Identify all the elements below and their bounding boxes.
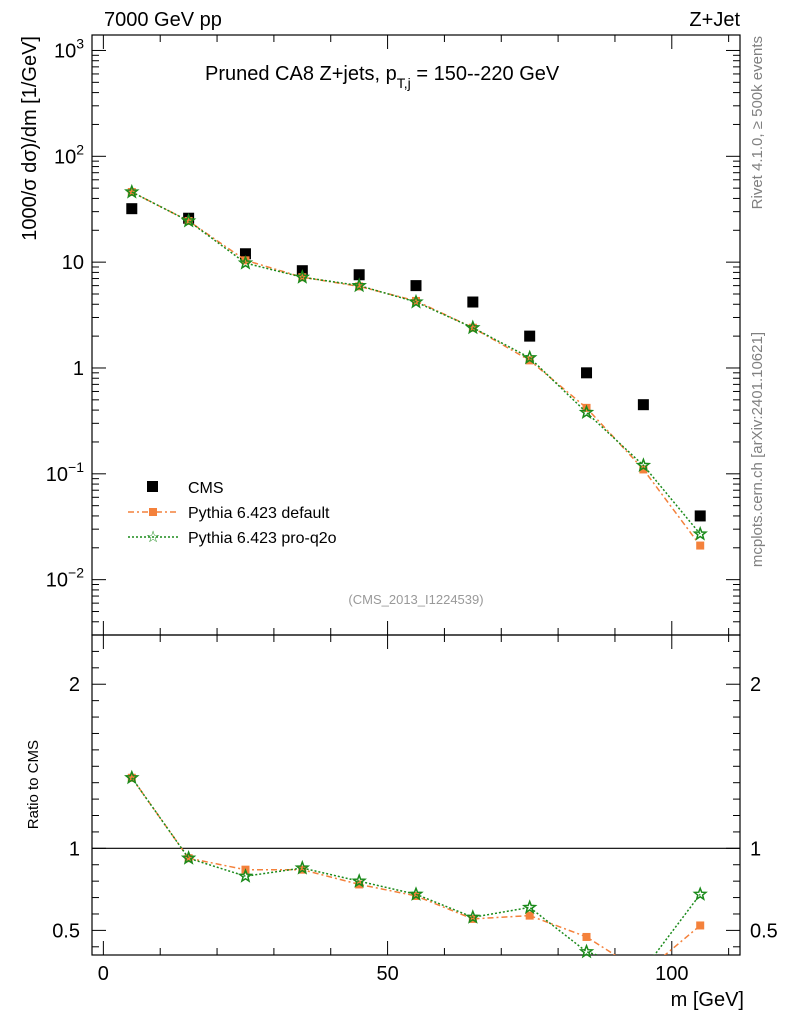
- ratio-pythia-default-point: [468, 914, 477, 923]
- cms-data-point: [694, 510, 706, 522]
- main-y-tick-label: 103: [54, 35, 84, 62]
- pythia-pro-q2o-line: [131, 191, 701, 535]
- cms-data-point: [126, 203, 138, 215]
- ratio-pythia-default-point: [696, 921, 705, 930]
- cms-data-point: [353, 269, 365, 281]
- main-y-axis-label: 1000/σ dσ)/dm [1/GeV]: [19, 36, 41, 241]
- ratio-pythia-pro-q2o-point: [351, 873, 367, 888]
- pythia-default-point: [184, 216, 193, 225]
- pythia-default-point: [639, 465, 648, 474]
- ratio-pythia-pro-q2o-point: [294, 859, 311, 875]
- legend-marker-cms: [147, 481, 158, 492]
- legend-label-cms: CMS: [188, 480, 224, 497]
- cms-data-point: [637, 399, 649, 411]
- legend: CMS Pythia 6.423 default ☆ Pythia 6.423 …: [128, 480, 337, 547]
- legend-label-pythia-pro-q2o: Pythia 6.423 pro-q2o: [188, 530, 337, 547]
- ratio-pythia-default-point: [184, 854, 193, 863]
- x-tick-label: 100: [655, 963, 688, 985]
- rivet-version-label: Rivet 4.1.0, ≥ 500k events: [749, 36, 766, 209]
- pythia-pro-q2o-point: [578, 404, 595, 420]
- pythia-default-point: [127, 187, 136, 196]
- legend-marker-pythia-default: [149, 508, 157, 516]
- pythia-pro-q2o-point: [294, 269, 311, 284]
- pythia-pro-q2o-point: [408, 293, 424, 309]
- cms-data-point: [524, 330, 536, 342]
- header-left: 7000 GeV pp: [104, 9, 222, 31]
- ratio-pythia-default-line: [131, 777, 701, 955]
- ratio-y-tick-label-right: 2: [750, 674, 761, 696]
- pythia-pro-q2o-point: [692, 525, 708, 541]
- ratio-pythia-pro-q2o-line: [131, 777, 701, 955]
- pythia-pro-q2o-point: [465, 319, 481, 335]
- pythia-default-point: [696, 541, 705, 550]
- x-axis-label: m [GeV]: [671, 989, 744, 1011]
- x-axis-ticks: 0 50 100: [98, 35, 730, 985]
- ratio-y-tick-label: 2: [69, 674, 80, 696]
- pythia-pro-q2o-point: [180, 212, 197, 228]
- pythia-pro-q2o-point: [237, 255, 254, 270]
- legend-label-pythia-default: Pythia 6.423 default: [188, 505, 330, 522]
- pythia-pro-q2o-point: [521, 349, 538, 365]
- ratio-panel-frame: [91, 634, 741, 956]
- ratio-axis-ticks: [92, 634, 740, 948]
- ratio-y-tick-label: 1: [69, 838, 80, 860]
- x-tick-label: 0: [98, 963, 109, 985]
- analysis-id: (CMS_2013_I1224539): [348, 592, 483, 607]
- ratio-pythia-default-point: [582, 932, 591, 941]
- ratio-pythia-pro-q2o-point: [180, 850, 197, 865]
- main-series-group: [124, 183, 708, 550]
- ratio-pythia-default-point: [127, 773, 136, 782]
- ratio-series-group: [124, 769, 708, 959]
- ratio-pythia-pro-q2o-point: [692, 886, 708, 901]
- cms-data-point: [410, 280, 422, 292]
- ratio-pythia-pro-q2o-point: [521, 899, 538, 915]
- ratio-pythia-pro-q2o-point: [124, 769, 140, 785]
- pythia-pro-q2o-point: [635, 457, 652, 473]
- ratio-y-tick-label-right: 0.5: [750, 920, 778, 942]
- ratio-pythia-pro-q2o-point: [408, 886, 424, 901]
- pythia-default-point: [355, 282, 364, 291]
- ratio-y-tick-label: 0.5: [52, 920, 80, 942]
- cms-data-point: [581, 367, 593, 379]
- ratio-pythia-pro-q2o-point: [465, 909, 481, 924]
- legend-marker-pythia-pro-q2o: ☆: [146, 527, 160, 546]
- header-right: Z+Jet: [689, 9, 740, 31]
- pythia-pro-q2o-point: [124, 183, 140, 199]
- main-y-tick-label: 1: [73, 358, 84, 380]
- x-tick-label: 50: [376, 963, 398, 985]
- ratio-pythia-pro-q2o-point: [237, 868, 254, 883]
- chart-title: Pruned CA8 Z+jets, pT,j = 150--220 GeV: [205, 63, 560, 91]
- main-axis-ticks: [92, 49, 740, 636]
- main-y-tick-label: 10: [62, 252, 84, 274]
- main-y-tick-label: 10−2: [46, 565, 84, 592]
- cms-data-point: [467, 296, 479, 308]
- cms-data-point: [239, 248, 251, 260]
- ratio-pythia-default-point: [525, 911, 534, 920]
- main-y-tick-label: 102: [54, 141, 84, 168]
- pythia-pro-q2o-point: [351, 277, 367, 293]
- ratio-y-axis-label: Ratio to CMS: [25, 740, 42, 829]
- ratio-pythia-pro-q2o-point: [578, 943, 595, 959]
- pythia-default-point: [412, 296, 420, 305]
- main-y-tick-label: 10−1: [46, 459, 84, 486]
- ratio-y-tick-label-right: 1: [750, 838, 761, 860]
- mcplots-label: mcplots.cern.ch [arXiv:2401.10621]: [749, 332, 766, 567]
- y-tick-labels: 10 1 103 102 10−1 10−2 0.5 0.5 1 1 2 2: [46, 35, 778, 942]
- pythia-default-point: [241, 256, 250, 265]
